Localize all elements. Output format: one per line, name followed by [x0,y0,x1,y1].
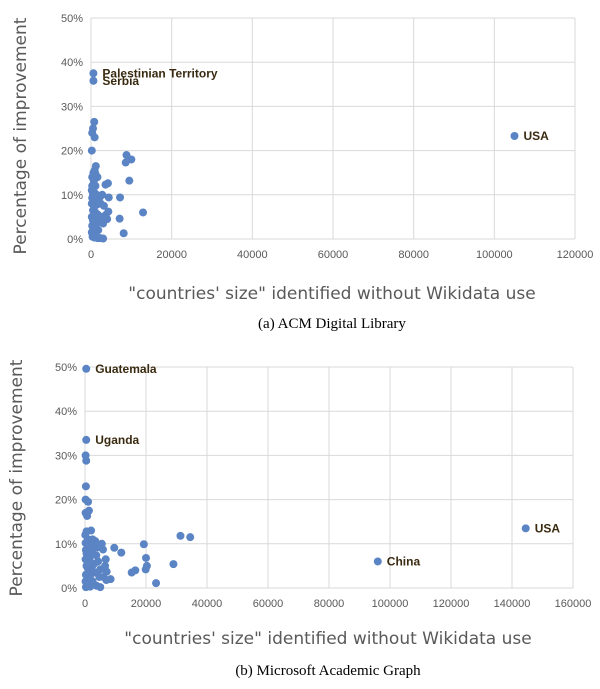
chart-acm-annotation: Palestinian Territory [102,66,217,80]
chart-acm-x-ticks: 0 20000 40000 60000 80000 100000 120000 [88,249,593,261]
chart-mag-point [141,565,150,574]
chart-acm-x-tick-label: 120000 [557,249,594,261]
chart-mag-point [110,543,119,552]
chart-mag-annotation: USA [535,521,561,535]
chart-acm-x-tick-label: 80000 [398,249,429,261]
chart-acm-point [103,179,112,188]
chart-mag-point [96,583,105,592]
chart-mag-point [84,497,93,506]
chart-acm-y-ticks: 0% 10% 20% 30% 40% 50% [61,13,83,246]
chart-acm-point [99,201,108,210]
chart-acm-annotation: Serbia [102,74,139,88]
chart-acm-y-tick-label: 20% [61,146,83,158]
chart-mag-y-tick-label: 10% [55,539,77,551]
chart-mag-point [83,511,92,520]
chart-acm-point [99,219,108,228]
chart-mag-points [81,364,530,592]
chart-acm-point [89,76,98,85]
chart-mag-x-tick-label: 100000 [372,598,409,610]
chart-acm-x-tick-label: 100000 [476,249,513,261]
chart-mag-point [101,555,110,564]
chart-mag-grid [84,366,574,589]
chart-mag-point [142,553,150,562]
chart-acm-x-tick-label: 0 [88,249,94,261]
chart-acm-point [99,234,108,243]
chart-acm-grid [90,17,576,240]
chart-acm-y-tick-label: 10% [61,190,83,202]
chart-mag-point [127,568,136,577]
chart-acm-y-tick-label: 30% [61,101,83,113]
chart-mag-caption: (b) Microsoft Academic Graph [235,663,421,679]
chart-mag-y-ticks: 0% 10% 20% 30% 40% 50% [55,362,77,595]
chart-acm-point [125,176,134,185]
chart-acm-point [119,229,128,238]
chart-mag-x-tick-label: 40000 [192,598,223,610]
chart-acm-y-tick-label: 40% [61,57,83,69]
chart-acm-point [510,132,519,141]
chart-mag-point [373,557,382,566]
chart-mag-point [186,533,195,542]
chart-acm-x-tick-label: 40000 [237,249,268,261]
chart-acm-point [139,208,148,217]
chart-acm-point [90,117,99,126]
chart-mag-x-tick-label: 140000 [494,598,531,610]
chart-mag-y-tick-label: 20% [55,495,77,507]
chart-mag-x-axis-title: "countries' size" identified without Wik… [124,629,531,649]
chart-mag-annotations: Guatemala Uganda USA China [95,362,560,569]
chart-acm-point [90,133,99,142]
chart-mag-y-tick-label: 50% [55,362,77,374]
chart-mag-y-axis-title: Percentage of improvement [7,359,27,596]
chart-acm-point [89,69,98,78]
chart-acm-y-tick-label: 50% [61,13,83,25]
chart-mag-x-tick-label: 160000 [555,598,592,610]
chart-mag-point [117,548,126,557]
chart-mag-x-tick-label: 60000 [253,598,284,610]
chart-mag-point [81,482,90,491]
chart-mag-point [92,551,101,560]
chart-mag-y-tick-label: 40% [55,406,77,418]
chart-mag-point [81,583,90,592]
chart-mag-annotation: China [387,554,421,568]
chart-mag-point [176,531,185,540]
chart-acm-x-tick-label: 20000 [156,249,187,261]
chart-mag-y-tick-label: 0% [61,583,77,595]
chart-acm-x-tick-label: 60000 [318,249,349,261]
chart-acm-point [121,158,130,167]
chart-mag-point [139,540,148,549]
chart-mag-point [82,456,91,465]
chart-mag-x-tick-label: 20000 [131,598,162,610]
chart-mag-x-tick-label: 0 [82,598,88,610]
chart-acm-point [87,146,96,155]
chart-mag-point [82,364,91,373]
chart-mag-x-ticks: 0 20000 40000 60000 80000 100000 120000 140000 1… [82,598,591,610]
chart-mag-point [102,576,111,585]
chart-mag-annotation: Uganda [95,433,139,447]
chart-acm-points [87,69,519,243]
chart-mag-annotation: Guatemala [95,362,157,376]
chart-mag-point [82,435,91,444]
chart-mag-point [152,579,161,588]
chart-mag-y-tick-label: 30% [55,450,77,462]
chart-acm-point [116,193,125,202]
chart-mag-point [169,560,178,569]
chart-acm-point [115,214,124,223]
chart-acm-caption: (a) ACM Digital Library [258,316,406,332]
chart-mag-point [98,545,107,554]
chart-acm-y-axis-title: Percentage of improvement [11,17,31,254]
chart-acm-point [104,193,113,202]
chart-acm-y-tick-label: 0% [67,234,83,246]
chart-acm-annotation: USA [524,129,550,143]
chart-acm-point [98,190,107,199]
chart-acm: 0% 10% 20% 30% 40% 50% 0 20000 40000 60000 80000 1… [11,13,593,332]
chart-mag: 0% 10% 20% 30% 40% 50% 0 20000 40000 60000 80000 1… [7,359,591,679]
chart-mag-x-tick-label: 120000 [433,598,470,610]
chart-acm-x-axis-title: "countries' size" identified without Wik… [128,284,535,304]
chart-mag-point [521,524,530,533]
chart-mag-x-tick-label: 80000 [314,598,345,610]
